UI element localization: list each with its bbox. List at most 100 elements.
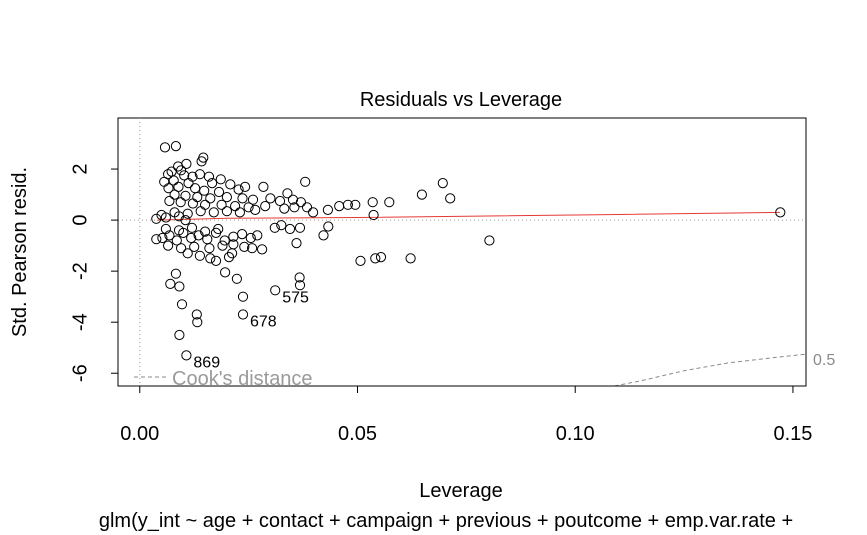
data-point bbox=[274, 195, 286, 207]
data-point bbox=[258, 181, 269, 192]
data-point bbox=[221, 192, 232, 203]
chart-title: Residuals vs Leverage bbox=[360, 89, 562, 111]
data-point bbox=[219, 235, 230, 246]
data-point bbox=[157, 232, 168, 244]
point-label-678: 678 bbox=[250, 314, 277, 331]
plot-frame bbox=[117, 117, 807, 387]
data-point bbox=[187, 198, 198, 209]
data-point bbox=[227, 248, 238, 259]
data-point bbox=[195, 206, 206, 217]
data-point bbox=[367, 197, 378, 208]
data-point bbox=[163, 183, 174, 194]
data-point bbox=[243, 202, 254, 213]
data-point bbox=[250, 204, 261, 215]
x-tick-label: 0.00 bbox=[120, 423, 159, 445]
data-point bbox=[165, 278, 176, 289]
data-point bbox=[199, 185, 210, 196]
data-point bbox=[192, 317, 203, 328]
data-point bbox=[173, 211, 185, 222]
data-point bbox=[269, 222, 280, 233]
data-point bbox=[368, 209, 379, 221]
data-point bbox=[270, 285, 281, 296]
data-point bbox=[217, 240, 228, 251]
data-point bbox=[239, 241, 250, 252]
data-point bbox=[775, 207, 786, 218]
data-point bbox=[225, 179, 236, 190]
data-point bbox=[190, 183, 201, 194]
data-point bbox=[193, 230, 204, 241]
data-point bbox=[284, 223, 296, 235]
data-point bbox=[221, 206, 232, 217]
subtitle: glm(y_int ~ age + contact + campaign + p… bbox=[99, 510, 793, 532]
point-label-869: 869 bbox=[193, 354, 220, 371]
data-point bbox=[294, 272, 305, 283]
point-label-575: 575 bbox=[282, 289, 309, 306]
data-point bbox=[323, 221, 334, 232]
data-point bbox=[322, 204, 333, 215]
data-point bbox=[203, 171, 215, 182]
data-point bbox=[194, 250, 205, 261]
data-point bbox=[342, 199, 353, 210]
data-point bbox=[183, 178, 194, 189]
data-point bbox=[294, 280, 306, 291]
cooks-distance-contour bbox=[614, 353, 807, 387]
data-point bbox=[375, 252, 387, 263]
data-point bbox=[171, 235, 182, 246]
data-point bbox=[207, 178, 218, 189]
y-tick-label: -2 bbox=[69, 262, 91, 280]
data-point bbox=[164, 195, 175, 207]
data-point bbox=[176, 299, 188, 310]
data-point bbox=[186, 222, 198, 233]
data-point bbox=[160, 212, 171, 223]
data-point bbox=[189, 241, 200, 252]
data-point bbox=[231, 273, 242, 284]
data-point bbox=[445, 193, 456, 204]
data-point bbox=[334, 201, 345, 212]
data-point bbox=[300, 176, 311, 187]
data-point bbox=[405, 253, 416, 264]
data-point bbox=[287, 194, 299, 205]
data-point bbox=[237, 229, 248, 240]
data-point bbox=[257, 244, 268, 255]
data-point bbox=[205, 193, 216, 204]
data-point bbox=[216, 199, 227, 210]
data-point bbox=[205, 253, 216, 264]
legend: Cook's distance bbox=[134, 368, 313, 390]
data-point bbox=[355, 255, 366, 266]
data-point bbox=[159, 142, 171, 153]
data-point bbox=[159, 176, 170, 187]
data-point bbox=[194, 169, 205, 180]
y-tick-label: -4 bbox=[69, 313, 91, 331]
data-point bbox=[282, 188, 293, 199]
data-point bbox=[247, 194, 259, 205]
data-point bbox=[220, 267, 231, 278]
data-point bbox=[260, 201, 271, 212]
data-point bbox=[160, 223, 171, 235]
data-point bbox=[301, 202, 313, 213]
data-point bbox=[170, 141, 181, 152]
y-axis: -6 -4 -2 0 2 bbox=[69, 163, 119, 382]
legend-cooks-label: Cook's distance bbox=[172, 368, 313, 390]
x-tick-label: 0.15 bbox=[773, 423, 812, 445]
data-point bbox=[291, 238, 302, 249]
data-point bbox=[276, 220, 287, 231]
data-point bbox=[279, 203, 290, 214]
data-point bbox=[163, 240, 174, 251]
data-point bbox=[237, 309, 249, 320]
data-point bbox=[174, 281, 185, 292]
x-axis-label: Leverage bbox=[419, 480, 502, 502]
data-point bbox=[308, 207, 319, 218]
data-point bbox=[164, 230, 175, 241]
data-point bbox=[233, 184, 244, 195]
data-point bbox=[237, 291, 249, 302]
data-point bbox=[191, 309, 202, 320]
data-point bbox=[186, 232, 197, 244]
data-point bbox=[208, 207, 219, 218]
data-point bbox=[237, 193, 248, 204]
data-point bbox=[289, 202, 300, 213]
data-point bbox=[370, 253, 381, 264]
data-point bbox=[247, 243, 258, 254]
data-point bbox=[175, 197, 186, 208]
data-point bbox=[169, 189, 180, 200]
data-point bbox=[180, 190, 191, 201]
